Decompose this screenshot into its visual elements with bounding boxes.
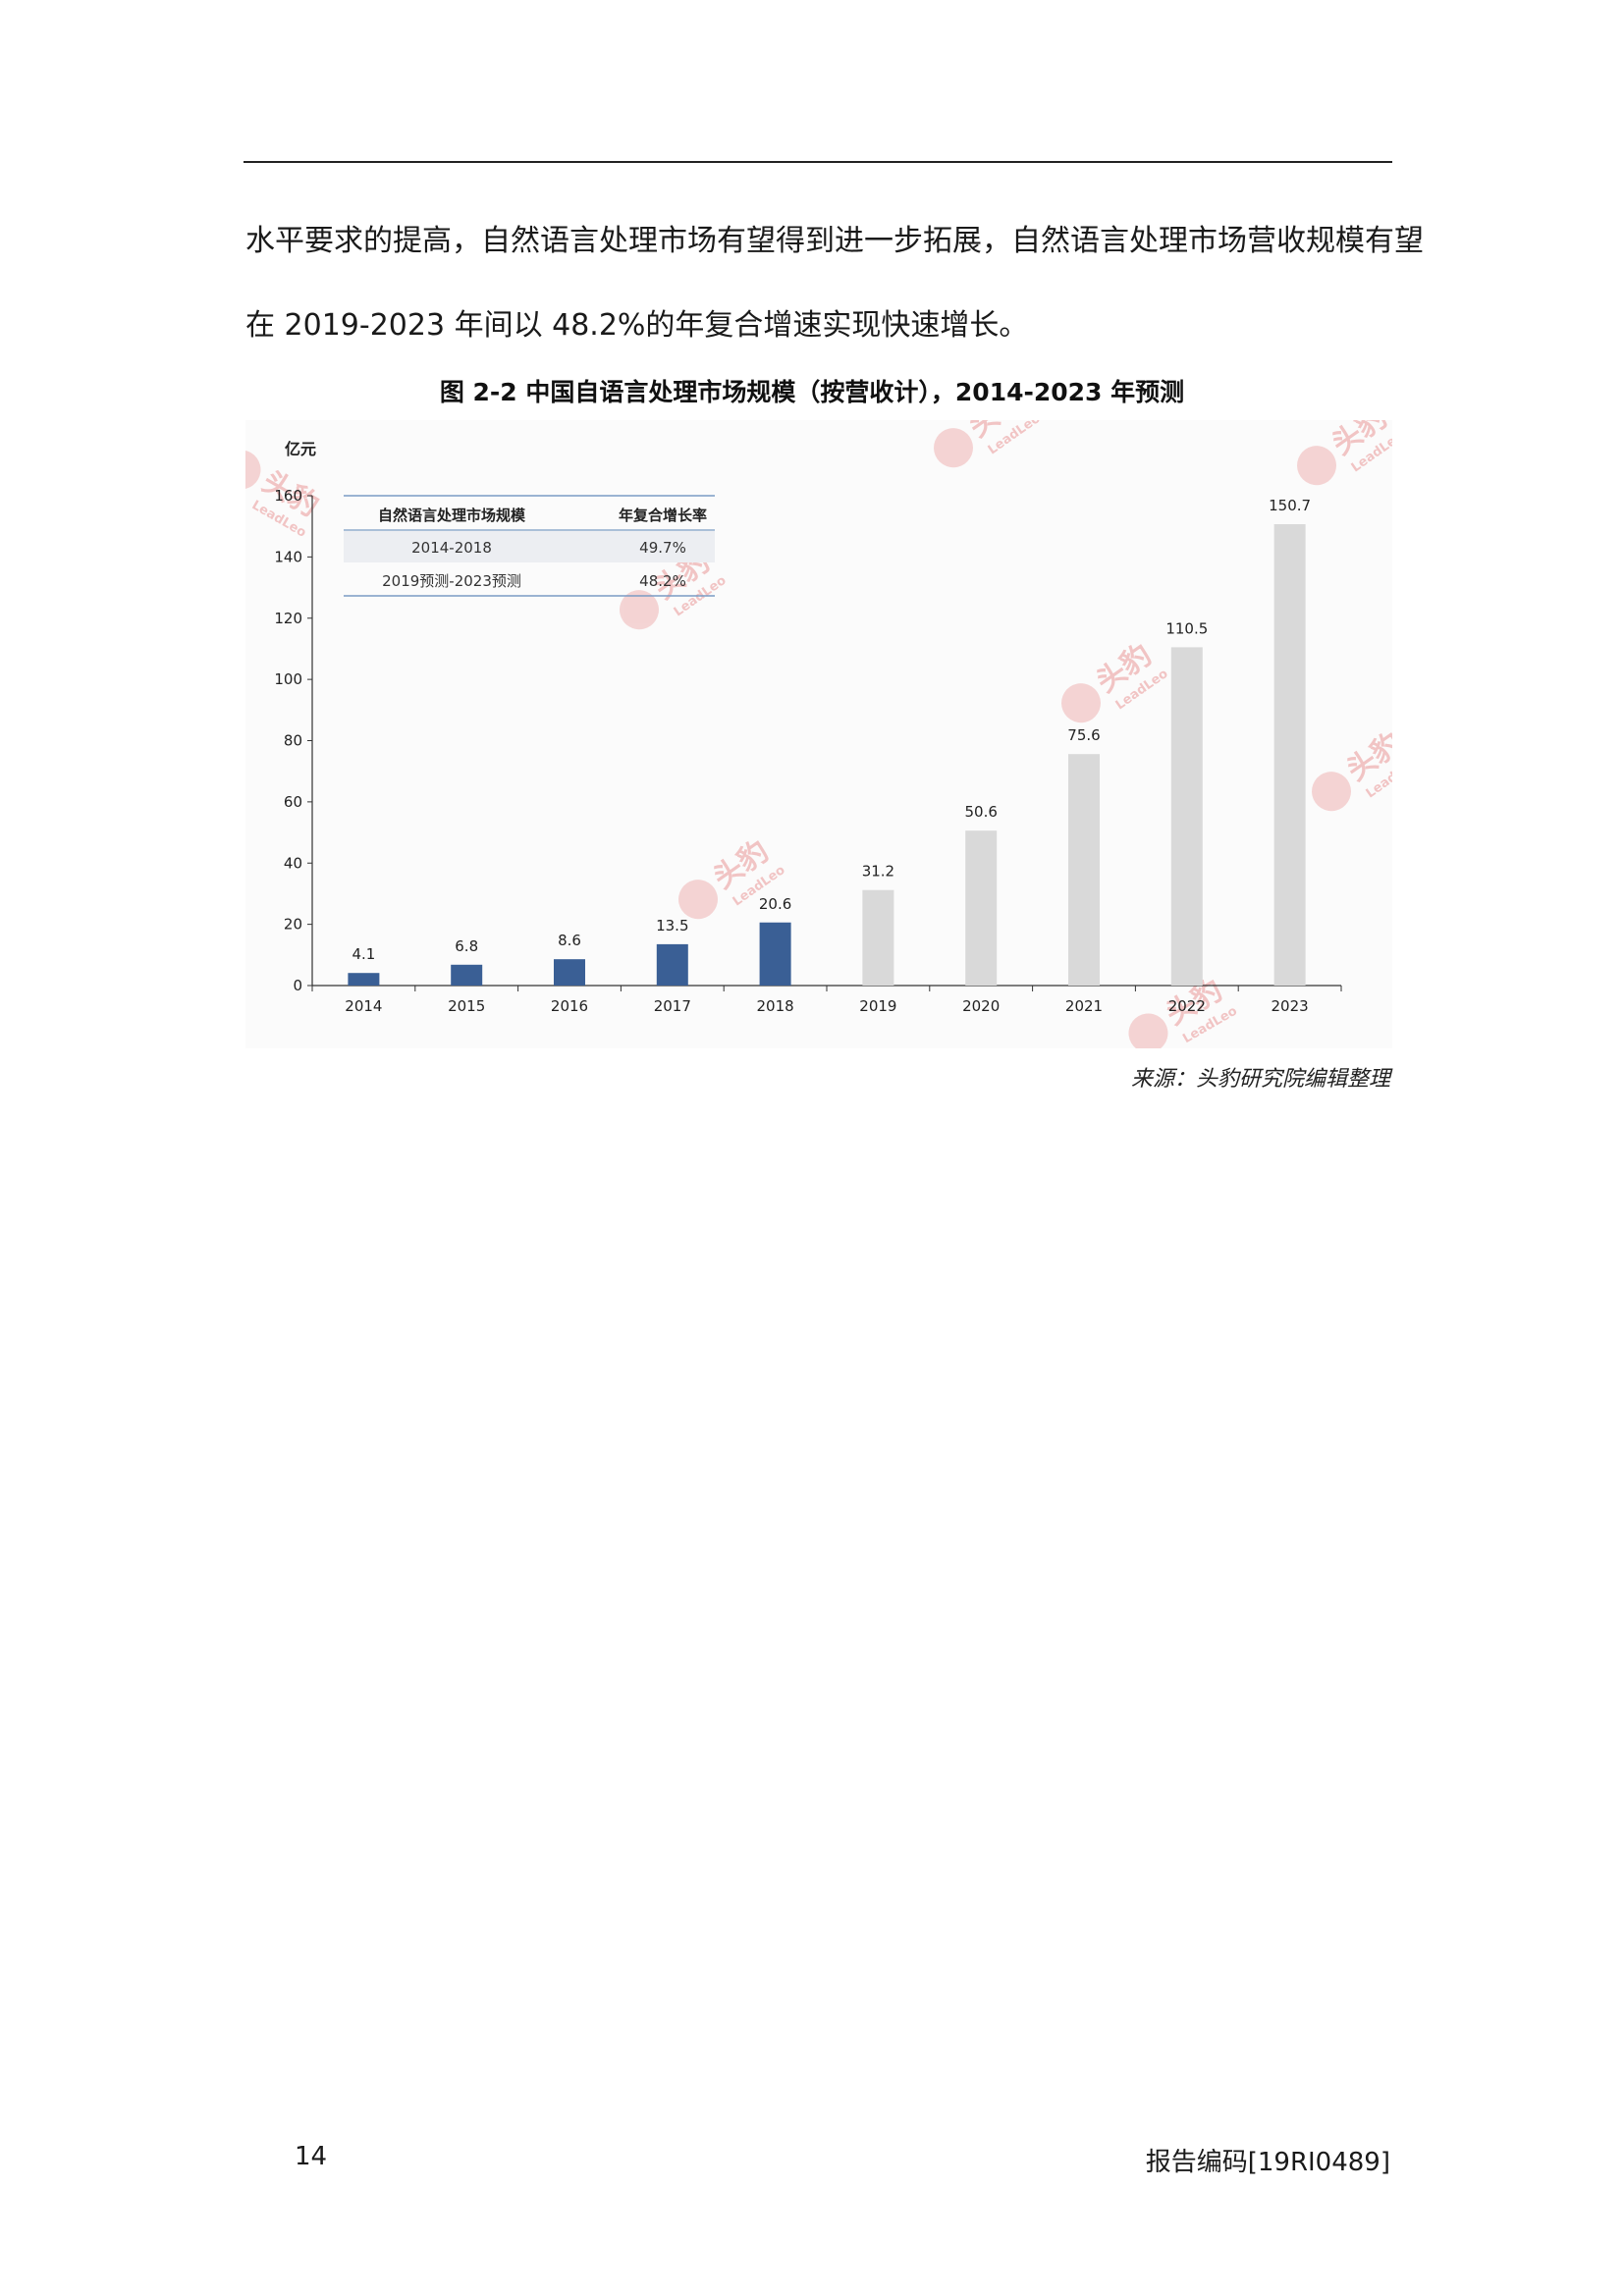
data-label: 31.2	[862, 863, 894, 881]
source-note: 来源：头豹研究院编辑整理	[1130, 1067, 1390, 1092]
market-size-chart: 头豹LeadLeo头豹LeadLeo头豹LeadLeo头豹LeadLeo头豹Le…	[245, 420, 1392, 1048]
x-tick-label: 2020	[962, 997, 1000, 1015]
figure-caption: 图 2-2 中国自语言处理市场规模（按营收计），2014-2023 年预测	[439, 378, 1185, 406]
data-label: 75.6	[1067, 726, 1100, 744]
bar	[451, 964, 483, 986]
data-label: 50.6	[964, 803, 997, 821]
y-tick-label: 120	[274, 610, 302, 627]
chart-panel: 头豹 LeadLeo 头豹 LeadLeo 头豹 LeadLeo 头豹 LeadLeo 头豹 Le…	[245, 420, 1392, 1048]
x-tick-label: 2023	[1272, 997, 1309, 1015]
report-code: 报告编码[19RI0489]	[1145, 2148, 1390, 2177]
table-header-cell: 自然语言处理市场规模	[378, 507, 526, 524]
bar	[1273, 524, 1306, 986]
data-label: 13.5	[656, 917, 688, 934]
table-header-cell: 年复合增长率	[619, 507, 707, 524]
bar	[1068, 754, 1100, 986]
table-cell: 49.7%	[639, 539, 686, 557]
y-axis-unit-label: 亿元	[285, 440, 316, 458]
page-number: 14	[295, 2142, 328, 2171]
y-tick-label: 60	[284, 793, 302, 811]
x-tick-label: 2022	[1168, 997, 1206, 1015]
data-label: 110.5	[1165, 619, 1208, 637]
x-tick-label: 2015	[448, 997, 485, 1015]
body-paragraph-line-1: 水平要求的提高，自然语言处理市场有望得到进一步拓展，自然语言处理市场营收规模有望	[245, 224, 1424, 258]
x-tick-label: 2016	[551, 997, 588, 1015]
bar	[965, 830, 998, 986]
data-label: 20.6	[759, 895, 791, 913]
y-tick-label: 160	[274, 487, 302, 505]
data-label: 8.6	[558, 932, 581, 949]
y-tick-label: 0	[293, 977, 302, 994]
data-label: 4.1	[352, 945, 375, 963]
table-cell: 2019预测-2023预测	[382, 572, 521, 590]
y-tick-label: 40	[284, 854, 302, 872]
bar	[759, 922, 791, 986]
x-tick-label: 2021	[1065, 997, 1103, 1015]
x-tick-label: 2018	[757, 997, 794, 1015]
table-cell: 2014-2018	[411, 539, 492, 557]
watermark-mark-icon	[1311, 772, 1351, 812]
bar	[554, 959, 585, 986]
data-label: 150.7	[1269, 497, 1311, 514]
watermark-mark-icon	[1296, 446, 1336, 486]
bar	[862, 889, 894, 986]
x-tick-label: 2017	[654, 997, 691, 1015]
body-paragraph-line-2: 在 2019-2023 年间以 48.2%的年复合增速实现快速增长。	[245, 308, 1029, 343]
watermark-mark-icon	[619, 590, 659, 630]
table-cell: 48.2%	[639, 572, 686, 590]
y-tick-label: 20	[284, 916, 302, 934]
watermark-mark-icon	[1128, 1013, 1168, 1048]
bar	[348, 973, 380, 986]
data-label: 6.8	[455, 937, 478, 955]
watermark-mark-icon	[1060, 683, 1101, 723]
bar	[1170, 647, 1203, 986]
x-tick-label: 2019	[859, 997, 896, 1015]
bar	[656, 943, 688, 986]
watermark-mark-icon	[245, 450, 261, 490]
header-rule	[244, 161, 1392, 163]
y-tick-label: 80	[284, 732, 302, 750]
y-tick-label: 140	[274, 548, 302, 565]
y-tick-label: 100	[274, 670, 302, 688]
watermark-mark-icon	[933, 428, 973, 468]
table-row-shade	[344, 531, 715, 562]
watermark-mark-icon	[677, 880, 718, 920]
x-tick-label: 2014	[345, 997, 382, 1015]
